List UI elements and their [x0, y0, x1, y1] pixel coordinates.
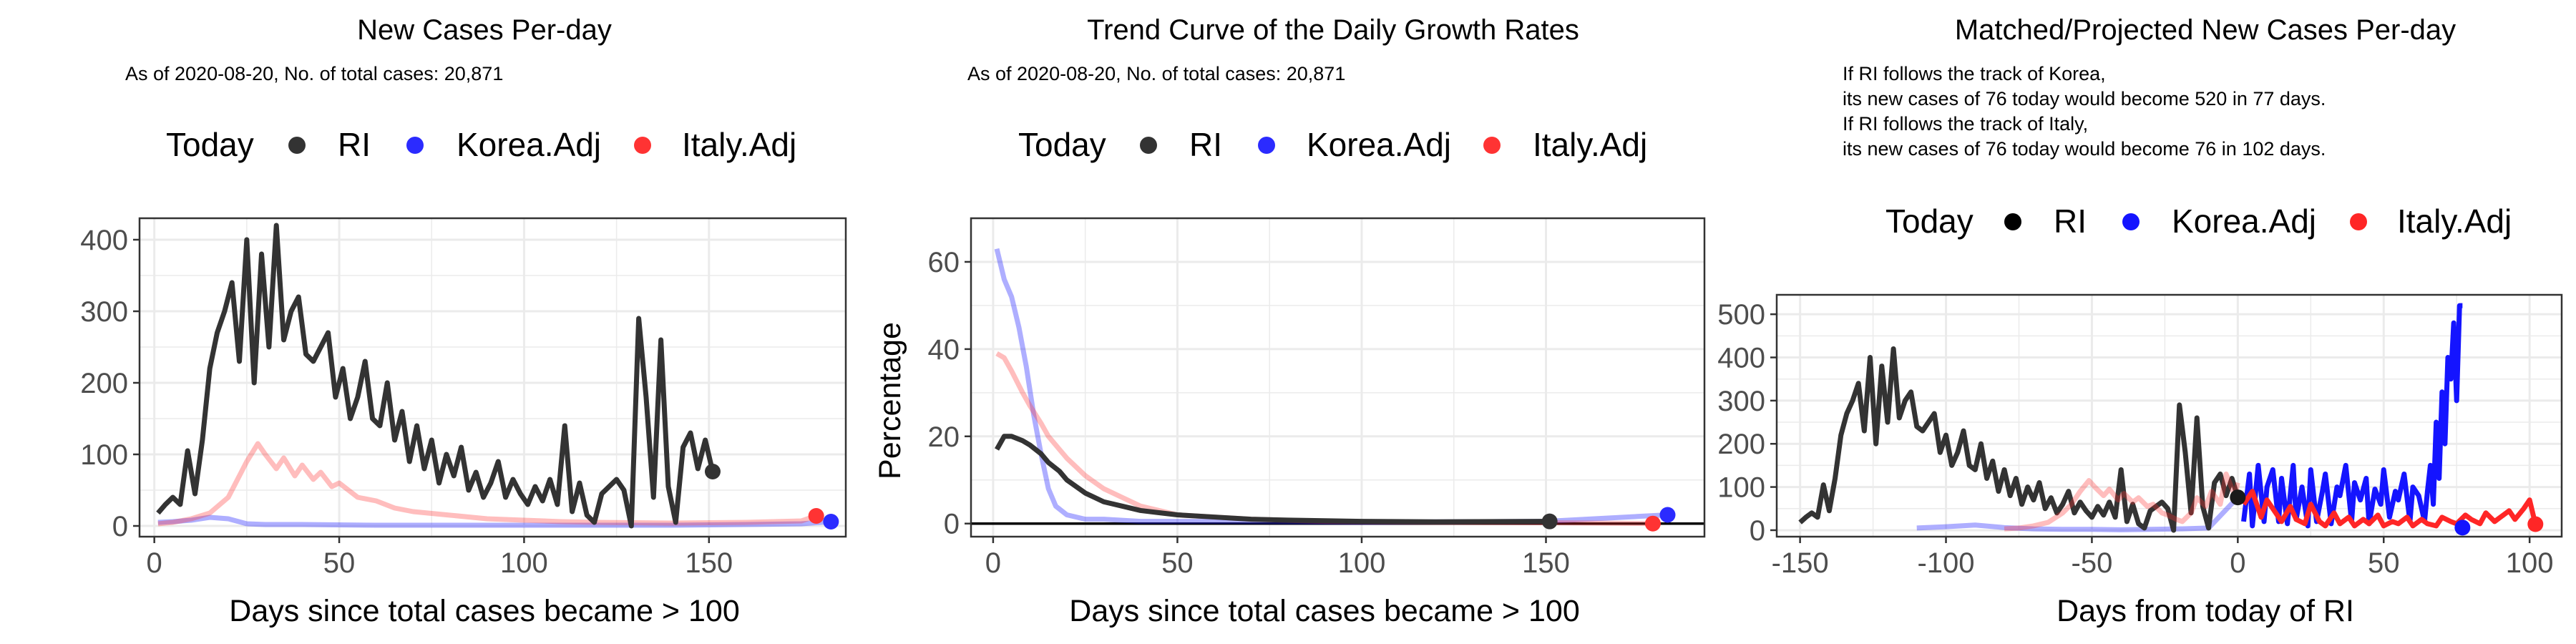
panel3-series-korea-adj-history — [1916, 495, 2240, 532]
panel2-legend-korea-label: Korea.Adj — [1307, 126, 1451, 163]
panel3-today-point-italy-adj — [2527, 516, 2544, 532]
panel1-series-korea-adj — [157, 514, 831, 528]
panel2-panel-border — [970, 217, 1706, 538]
panel3-legend-korea-label: Korea.Adj — [2172, 203, 2316, 240]
panel3-series-korea-adj-projection — [2241, 303, 2463, 529]
panel2-xtick-label: 150 — [1522, 547, 1570, 579]
panel2-legend-ri-label: RI — [1189, 126, 1222, 163]
panel3-legend-italy-label: Italy.Adj — [2397, 203, 2512, 240]
panel3-series-italy-adj-projection — [2241, 489, 2538, 529]
panel1-legend-ri-key — [288, 137, 306, 154]
panel1-ytick-label: 100 — [80, 439, 128, 471]
panel1-ytick-label: 300 — [80, 296, 128, 328]
panel3-xtick-label: -150 — [1772, 547, 1829, 579]
panel1-xtick-label: 50 — [323, 547, 356, 579]
panel3-xtick-label: 50 — [2368, 547, 2400, 579]
panel3-plot-area: -150 -100 -50 0 50 100 0 100 200 300 400 500 — [1717, 293, 2563, 579]
panel3-today-point-ri — [2230, 489, 2246, 506]
panel3-title: Matched/Projected New Cases Per-day — [1955, 14, 2456, 46]
panel1-legend-italy-key — [634, 137, 651, 154]
panel2-legend-korea-key — [1258, 137, 1275, 154]
panel1-xlabel: Days since total cases became > 100 — [229, 594, 739, 628]
panel2-today-point-ri — [1541, 513, 1558, 530]
panel3-legend-title: Today — [1885, 203, 1974, 240]
panel3-legend-ri-key — [2004, 213, 2021, 230]
panel3-series-italy-adj-history — [2004, 471, 2240, 532]
panel2-title: Trend Curve of the Daily Growth Rates — [1087, 14, 1579, 46]
panel3-legend-italy-key — [2350, 213, 2367, 230]
panel1-legend-ri-label: RI — [338, 126, 371, 163]
panel3-note-1: If RI follows the track of Korea, — [1843, 63, 2106, 84]
panel3-xtick-label: 0 — [2230, 547, 2245, 579]
panel3-ytick-label: 100 — [1717, 472, 1765, 504]
panel2-xtick-label: 100 — [1338, 547, 1386, 579]
panel2-series-ri — [995, 434, 1546, 525]
panel1-xtick-label: 150 — [685, 547, 733, 579]
panel3-xtick-label: 100 — [2506, 547, 2554, 579]
panel2-legend-ri-key — [1140, 137, 1157, 154]
panel3-legend: Today RI Korea.Adj Italy.Adj — [1885, 203, 2512, 240]
panel1-ytick-label: 0 — [112, 511, 128, 542]
panel3-ytick-label: 0 — [1750, 515, 1765, 547]
panel1-series-ri — [156, 223, 716, 529]
panel1-ytick-label: 200 — [80, 368, 128, 399]
panel2-legend-italy-key — [1483, 137, 1501, 154]
panel2-xlabel: Days since total cases became > 100 — [1069, 594, 1579, 628]
panel3-note-2: its new cases of 76 today would become 5… — [1843, 88, 2326, 109]
panel3-xtick-label: -50 — [2072, 547, 2113, 579]
panel1-today-point-italy-adj — [808, 508, 824, 524]
panel1-xtick-label: 0 — [147, 547, 162, 579]
panel3-xlabel: Days from today of RI — [2057, 594, 2354, 628]
panel1-series-italy-adj — [157, 441, 817, 527]
panel-matched-projected: Matched/Projected New Cases Per-day If R… — [1717, 14, 2563, 628]
panel3-legend-korea-key — [2122, 213, 2140, 230]
panel2-today-point-korea-adj — [1659, 507, 1676, 523]
panel3-note-4: its new cases of 76 today would become 7… — [1843, 138, 2326, 160]
panel1-legend-korea-label: Korea.Adj — [457, 126, 601, 163]
panel-new-cases: New Cases Per-day As of 2020-08-20, No. … — [80, 14, 847, 628]
panel1-today-point-korea-adj — [823, 514, 839, 530]
panel2-ylabel: Percentage — [873, 322, 907, 479]
panel1-subtitle: As of 2020-08-20, No. of total cases: 20… — [125, 63, 503, 84]
panel2-subtitle: As of 2020-08-20, No. of total cases: 20… — [967, 63, 1345, 84]
panel2-xtick-label: 0 — [985, 547, 1001, 579]
panel3-series-ri — [1798, 346, 2240, 533]
panel2-legend-italy-label: Italy.Adj — [1533, 126, 1647, 163]
panel1-legend-italy-label: Italy.Adj — [682, 126, 796, 163]
panel-growth-rates: Trend Curve of the Daily Growth Rates As… — [873, 14, 1706, 628]
panel3-ytick-label: 400 — [1717, 343, 1765, 374]
panel3-ytick-label: 300 — [1717, 386, 1765, 417]
panel2-ytick-label: 0 — [944, 509, 960, 540]
panel2-today-point-italy-adj — [1644, 515, 1661, 532]
panel3-note-3: If RI follows the track of Italy, — [1843, 113, 2088, 135]
panel3-ytick-label: 500 — [1717, 299, 1765, 331]
panel3-today-point-korea-adj — [2454, 519, 2471, 536]
panel1-today-point-ri — [704, 464, 721, 479]
panel2-ytick-label: 40 — [928, 334, 960, 366]
panel2-ytick-label: 20 — [928, 421, 960, 453]
panel2-ytick-label: 60 — [928, 247, 960, 278]
panel2-legend: Today RI Korea.Adj Italy.Adj — [1018, 126, 1647, 163]
panel1-ytick-label: 400 — [80, 225, 128, 256]
panel2-xtick-label: 50 — [1161, 547, 1194, 579]
panel2-plot-area: 0 50 100 150 0 20 40 60 — [928, 217, 1706, 579]
panel3-panel-border — [1775, 293, 2563, 538]
panel3-xtick-label: -100 — [1917, 547, 1974, 579]
panel3-ytick-label: 200 — [1717, 429, 1765, 460]
panel1-legend-korea-key — [406, 137, 424, 154]
panel1-xtick-label: 100 — [500, 547, 548, 579]
panel1-legend-title: Today — [166, 126, 254, 163]
panel1-panel-border — [138, 217, 847, 538]
panel1-legend: Today RI Korea.Adj Italy.Adj — [166, 126, 796, 163]
panel1-plot-area: 0 50 100 150 0 100 200 300 400 — [80, 217, 847, 579]
panel2-legend-title: Today — [1018, 126, 1106, 163]
panel1-title: New Cases Per-day — [357, 14, 612, 46]
panel3-legend-ri-label: RI — [2054, 203, 2087, 240]
